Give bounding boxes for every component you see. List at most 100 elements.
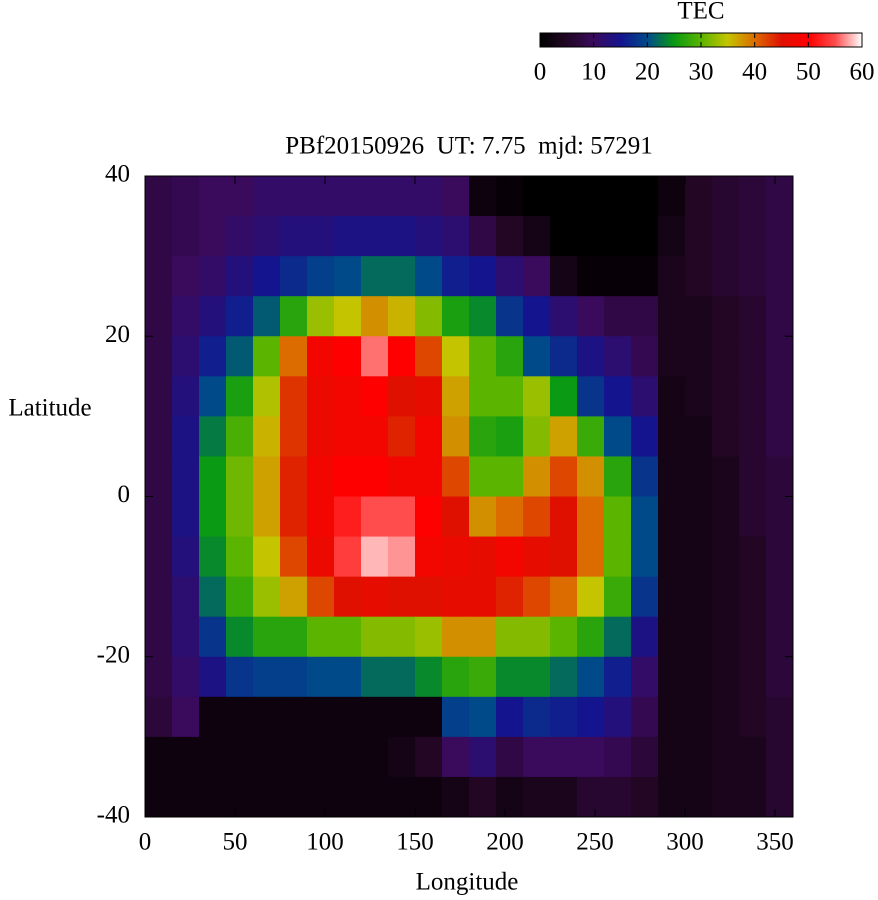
heat-cell [496, 336, 524, 377]
heat-cell [658, 536, 686, 578]
heat-cell [631, 376, 659, 417]
heat-cell [685, 456, 713, 497]
colorbar-tick-label: 40 [742, 59, 767, 86]
heat-cell [631, 696, 659, 738]
heat-cell [631, 576, 659, 618]
heat-cell [226, 296, 254, 337]
heat-cell [172, 536, 200, 578]
heat-cell [145, 416, 173, 457]
heat-cell [523, 576, 551, 618]
heat-cell [550, 456, 578, 497]
heat-cell [469, 736, 497, 778]
heat-cell [280, 576, 308, 618]
heat-cell [226, 696, 254, 738]
heat-cell [307, 216, 335, 257]
heat-cell [739, 336, 767, 377]
heat-cell [577, 416, 605, 457]
heat-cell [172, 776, 200, 818]
heat-cell [577, 336, 605, 377]
heat-cell [577, 256, 605, 297]
colorbar-tick-label: 0 [534, 59, 547, 86]
heat-cell [307, 656, 335, 698]
heat-cell [604, 256, 632, 297]
heat-cell [442, 536, 470, 578]
heat-cell [604, 376, 632, 417]
heat-cell [577, 776, 605, 818]
y-tick-label: 20 [105, 321, 130, 348]
heat-cell [280, 416, 308, 457]
heat-cell [523, 616, 551, 658]
heat-cell [361, 456, 389, 497]
heat-cell [658, 456, 686, 497]
heat-cell [550, 576, 578, 618]
heat-cell [172, 256, 200, 297]
heat-cell [334, 736, 362, 778]
heat-cell [388, 616, 416, 658]
heat-cell [361, 376, 389, 417]
heat-cell [253, 656, 281, 698]
heat-cell [766, 456, 794, 497]
heat-cell [334, 176, 362, 217]
heat-cell [253, 576, 281, 618]
heat-cell [685, 776, 713, 818]
heat-cell [577, 616, 605, 658]
heat-cell [631, 496, 659, 538]
x-tick-label: 50 [223, 829, 248, 856]
heat-cell [307, 736, 335, 778]
heat-cell [415, 256, 443, 297]
heat-cell [280, 376, 308, 417]
heat-cell [253, 456, 281, 497]
heat-cell [712, 656, 740, 698]
heat-cell [253, 696, 281, 738]
heat-cell [523, 696, 551, 738]
heat-cell [334, 296, 362, 337]
heat-cell [253, 256, 281, 297]
heat-cell [469, 176, 497, 217]
heat-cell [199, 336, 227, 377]
x-tick-label: 250 [576, 829, 614, 856]
heat-cell [550, 776, 578, 818]
heat-cell [469, 416, 497, 457]
heat-cell [523, 216, 551, 257]
heat-cell [496, 296, 524, 337]
heat-cell [253, 616, 281, 658]
heat-cell [631, 616, 659, 658]
heat-cell [172, 696, 200, 738]
heat-cell [604, 456, 632, 497]
heat-cell [442, 416, 470, 457]
heat-cell [388, 656, 416, 698]
heat-cell [685, 696, 713, 738]
heat-cell [388, 216, 416, 257]
heat-cell [172, 336, 200, 377]
heat-cell [604, 216, 632, 257]
heat-cell [442, 576, 470, 618]
heat-cell [172, 296, 200, 337]
heat-cell [631, 736, 659, 778]
heat-cell [685, 576, 713, 618]
x-tick-label: 150 [396, 829, 434, 856]
heat-cell [658, 176, 686, 217]
heat-cell [361, 536, 389, 578]
heat-cell [199, 416, 227, 457]
heat-cell [766, 496, 794, 538]
heat-cell [739, 776, 767, 818]
heat-cell [496, 656, 524, 698]
heat-cell [307, 336, 335, 377]
heat-cell [280, 536, 308, 578]
heat-cell [604, 736, 632, 778]
heat-cell [469, 776, 497, 818]
heat-cell [334, 776, 362, 818]
heat-cell [685, 656, 713, 698]
heat-cell [388, 456, 416, 497]
heat-cell [415, 216, 443, 257]
heat-cell [604, 336, 632, 377]
heat-cell [739, 376, 767, 417]
heat-cell [334, 416, 362, 457]
heat-cell [415, 336, 443, 377]
heat-cell [712, 576, 740, 618]
heat-cell [145, 456, 173, 497]
heat-cell [766, 256, 794, 297]
x-tick-label: 200 [486, 829, 524, 856]
heat-cell [496, 696, 524, 738]
heat-cell [145, 576, 173, 618]
